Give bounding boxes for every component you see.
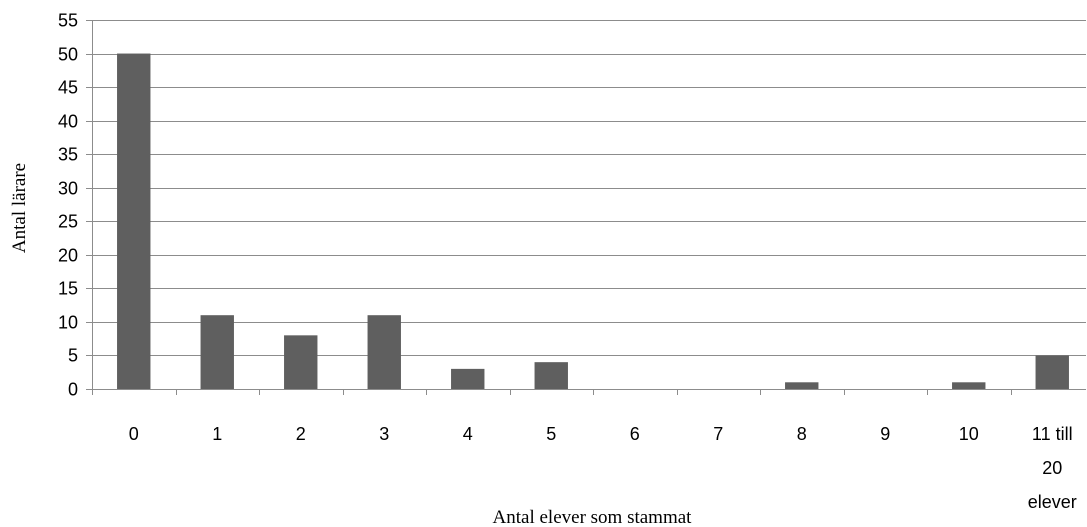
x-tick-label-line: 9 [880,424,890,444]
x-tick-label: 4 [463,424,473,444]
x-tick-label: 1 [212,424,222,444]
bar [451,368,485,389]
x-tick-label-line: 0 [129,424,139,444]
x-tick-label-line: 3 [379,424,389,444]
x-tick-label: 10 [959,424,979,444]
bar [284,335,318,389]
y-tick-labels: 0 5 10 15 20 25 30 35 40 45 50 55 [58,11,78,400]
y-tick-label: 30 [58,179,78,199]
x-tick-label: 0 [129,424,139,444]
x-tick-label-line: 8 [797,424,807,444]
y-tick-label: 10 [58,313,78,333]
bar [1035,355,1069,389]
y-tick-label: 45 [58,78,78,98]
x-tick-label: 5 [546,424,556,444]
x-axis-title: Antal elever som stammat [493,507,693,527]
bar [367,315,401,389]
y-tick-label: 35 [58,145,78,165]
y-tick-label: 15 [58,279,78,299]
y-tick-label: 55 [58,11,78,31]
x-tick-label: 3 [379,424,389,444]
x-tick-label-line: 2 [296,424,306,444]
bar [952,382,986,389]
x-tick-label-line: 6 [630,424,640,444]
axes [86,20,1086,395]
y-tick-label: 5 [68,346,78,366]
x-tick-label-line: 7 [713,424,723,444]
grid-lines [92,20,1086,356]
y-tick-label: 20 [58,246,78,266]
bar [785,382,819,389]
bar [200,315,234,389]
x-tick-label-line: 10 [959,424,979,444]
y-tick-label: 50 [58,45,78,65]
x-tick-label-line: 4 [463,424,473,444]
y-axis-title: Antal lärare [9,163,30,253]
x-tick-label-line: 5 [546,424,556,444]
bars [117,53,1069,389]
x-tick-labels: 0 1 2 3 4 5 6 7 8 9 10 11 till 20 elever [129,424,1077,512]
x-tick-label: 7 [713,424,723,444]
x-tick-label-line: 11 till [1032,424,1073,444]
x-tick-label: 2 [296,424,306,444]
bar [534,362,568,389]
y-tick-label: 0 [68,380,78,400]
x-tick-label: 8 [797,424,807,444]
y-tick-label: 40 [58,112,78,132]
x-tick-label-line: 1 [212,424,222,444]
y-tick-label: 25 [58,212,78,232]
x-tick-label-line: elever [1028,492,1077,512]
x-tick-label: 11 till 20 elever [1028,424,1077,512]
x-tick-label-line: 20 [1042,458,1062,478]
bar [117,53,151,389]
x-tick-label: 6 [630,424,640,444]
x-tick-label: 9 [880,424,890,444]
